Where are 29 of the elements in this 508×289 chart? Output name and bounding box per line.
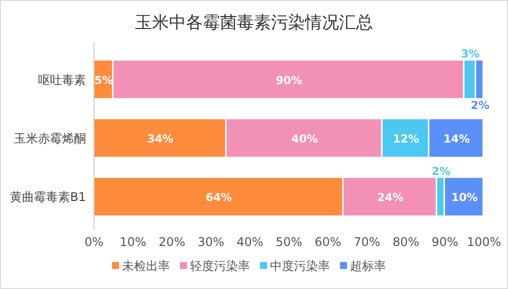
data-label: 5% [94, 74, 114, 87]
data-label: 12% [392, 132, 420, 146]
x-tick-label: 90% [432, 235, 458, 249]
data-label: 40% [291, 132, 318, 146]
data-label: 2% [432, 164, 450, 178]
y-tick-label: 玉米赤霉烯酮 [14, 132, 86, 146]
data-label: 64% [206, 191, 232, 204]
data-label: 34% [147, 132, 174, 146]
legend-label: 未检出率 [122, 259, 170, 273]
x-tick-label: 40% [236, 235, 264, 249]
x-tick-label: 100% [466, 235, 502, 249]
y-tick-label: 呕吐毒素 [38, 72, 86, 87]
legend-label: 超标率 [350, 259, 386, 273]
data-label: 10% [451, 191, 478, 204]
x-tick-label: 20% [158, 235, 186, 249]
x-tick-label: 10% [120, 235, 146, 249]
data-label: 90% [276, 74, 302, 87]
chart-title: 玉米中各霉菌毒素污染情况汇总 [135, 13, 373, 33]
x-tick-label: 60% [314, 235, 342, 249]
x-tick-label: 80% [392, 235, 420, 249]
data-label: 2% [470, 99, 490, 112]
x-tick-label: 0% [84, 235, 104, 249]
data-label: 24% [377, 191, 404, 204]
x-tick-label: 50% [276, 235, 302, 249]
data-label: 14% [444, 132, 470, 146]
x-tick-label: 70% [354, 235, 380, 249]
y-tick-label: 黄曲霉毒素B1 [10, 190, 86, 204]
x-tick-label: 30% [198, 235, 224, 249]
data-label: 3% [461, 48, 480, 61]
